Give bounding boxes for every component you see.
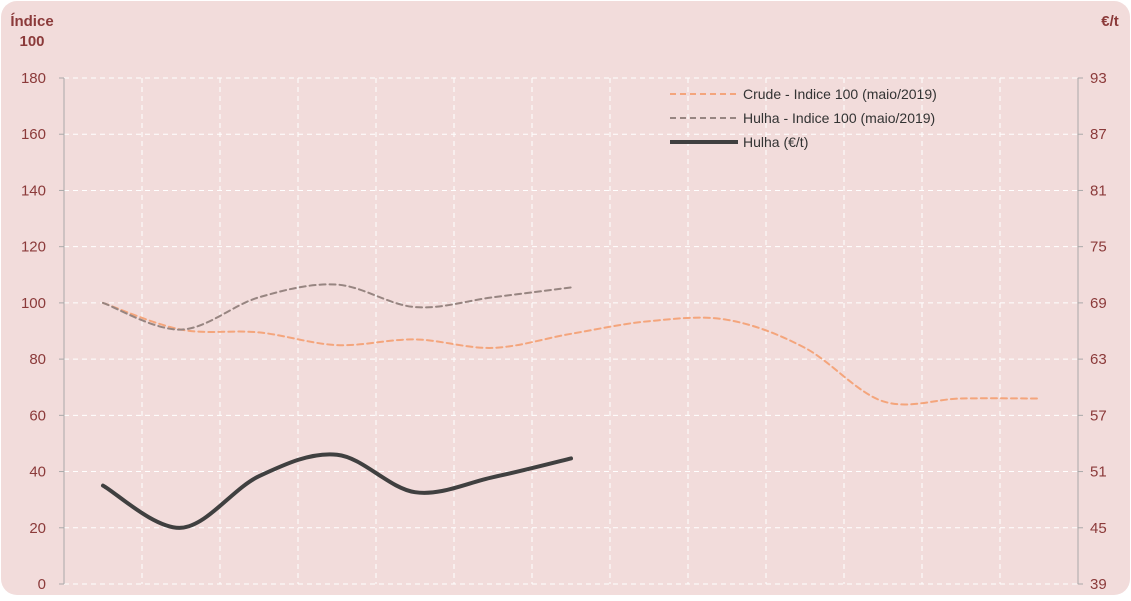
right-tick-label: 51 bbox=[1090, 464, 1107, 481]
series-line-crude-index bbox=[102, 301, 1040, 406]
left-tick-label: 140 bbox=[21, 182, 46, 199]
legend-item-hulha-index-label: Hulha - Indice 100 (maio/2019) bbox=[743, 110, 935, 126]
grid-lines bbox=[64, 77, 1078, 585]
right-tick-label: 93 bbox=[1090, 70, 1107, 87]
axes: 0 20 40 60 80 100 120 140 160 180 39 45 51 57 63 69 75 81… bbox=[21, 70, 1107, 593]
right-tick-label: 75 bbox=[1090, 239, 1107, 256]
series-line-hulha-eur bbox=[101, 452, 573, 530]
left-axis-unit-line2: 100 bbox=[19, 33, 44, 50]
left-tick-label: 20 bbox=[29, 520, 46, 537]
legend-item-crude-index-label: Crude - Indice 100 (maio/2019) bbox=[743, 86, 937, 102]
right-tick-label: 87 bbox=[1090, 126, 1107, 143]
legend: Crude - Indice 100 (maio/2019) Hulha - In… bbox=[670, 86, 937, 150]
right-tick-label: 81 bbox=[1090, 182, 1107, 199]
left-tick-label: 40 bbox=[29, 464, 46, 481]
left-tick-label: 60 bbox=[29, 407, 46, 424]
right-tick-label: 63 bbox=[1090, 351, 1107, 368]
right-tick-label: 57 bbox=[1090, 407, 1107, 424]
right-tick-label: 45 bbox=[1090, 520, 1107, 537]
left-tick-label: 180 bbox=[21, 70, 46, 87]
left-tick-label: 120 bbox=[21, 239, 46, 256]
legend-item-hulha-eur-label: Hulha (€/t) bbox=[743, 134, 808, 150]
series-lines bbox=[101, 283, 1040, 530]
left-tick-label: 0 bbox=[38, 576, 46, 593]
series-line-hulha-index bbox=[102, 283, 572, 331]
left-axis-unit-line1: Índice bbox=[10, 13, 53, 30]
left-tick-label: 100 bbox=[21, 295, 46, 312]
right-tick-label: 39 bbox=[1090, 576, 1107, 593]
left-tick-label: 160 bbox=[21, 126, 46, 143]
right-axis-unit: €/t bbox=[1101, 13, 1119, 30]
left-tick-label: 80 bbox=[29, 351, 46, 368]
right-tick-label: 69 bbox=[1090, 295, 1107, 312]
